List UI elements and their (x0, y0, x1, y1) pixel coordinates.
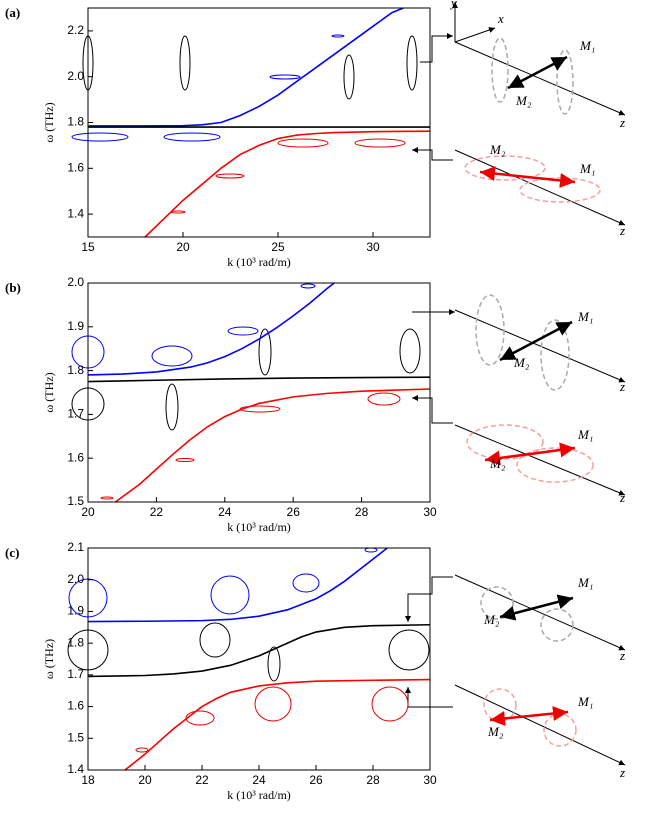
dispersion-curve (88, 283, 334, 375)
x-tick-label: 26 (287, 505, 301, 519)
y-tick-label: 1.4 (67, 762, 84, 776)
x-axis-label: k (10³ rad/m) (227, 520, 291, 534)
y-tick-label: 1.4 (67, 206, 84, 220)
schematic-label: M₂ (489, 142, 506, 157)
y-tick-label: 1.6 (67, 160, 84, 174)
x-tick-label: 30 (423, 505, 437, 519)
dispersion-curve (88, 8, 403, 126)
panel-label: (a) (5, 5, 20, 20)
x-tick-label: 22 (195, 773, 209, 787)
x-tick-label: 15 (81, 240, 95, 254)
y-tick-label: 1.6 (67, 450, 84, 464)
y-tick-label: 2.1 (67, 540, 84, 554)
schematic-label: z (619, 490, 625, 505)
schematic-label: y (449, 0, 457, 10)
schematic-label: M₁ (577, 694, 593, 709)
x-tick-label: 22 (150, 505, 164, 519)
y-tick-label: 2.0 (67, 572, 84, 586)
schematic-label: z (619, 379, 625, 394)
y-axis-label: ω (THz) (42, 102, 56, 142)
y-axis-label: ω (THz) (42, 639, 56, 679)
x-tick-label: 28 (366, 773, 380, 787)
y-tick-label: 2.0 (67, 69, 84, 83)
y-tick-label: 2.2 (67, 23, 84, 37)
schematic-label: M₁ (577, 309, 593, 324)
schematic-label: M₂ (513, 355, 530, 370)
y-tick-label: 2.0 (67, 275, 84, 289)
plot-frame (88, 283, 430, 502)
y-tick-label: 1.8 (67, 115, 84, 129)
x-axis-label: k (10³ rad/m) (227, 788, 291, 802)
schematic-label: M₂ (515, 93, 532, 108)
schematic-label: M₁ (577, 427, 593, 442)
x-tick-label: 30 (366, 240, 380, 254)
schematic-label: M₁ (579, 38, 595, 53)
dispersion-curve (88, 625, 430, 677)
x-tick-label: 30 (423, 773, 437, 787)
dispersion-curve (88, 377, 430, 381)
panel-label: (c) (5, 545, 19, 560)
schematics (68, 2, 625, 765)
x-tick-label: 24 (218, 505, 232, 519)
schematic-label: z (619, 115, 625, 130)
x-tick-label: 20 (176, 240, 190, 254)
x-tick-label: 26 (309, 773, 323, 787)
x-tick-label: 25 (271, 240, 285, 254)
y-tick-label: 1.9 (67, 319, 84, 333)
y-tick-label: 1.8 (67, 363, 84, 377)
y-tick-label: 1.5 (67, 494, 84, 508)
y-tick-label: 1.8 (67, 635, 84, 649)
x-axis-label: k (10³ rad/m) (227, 255, 291, 269)
x-tick-label: 28 (355, 505, 369, 519)
schematic-label: M₁ (577, 575, 593, 590)
x-tick-label: 24 (252, 773, 266, 787)
schematic-label: z (619, 648, 625, 663)
plot-frame (88, 8, 430, 237)
schematic-label: z (619, 223, 625, 238)
schematic-label: x (497, 11, 504, 26)
y-tick-label: 1.6 (67, 699, 84, 713)
y-tick-label: 1.5 (67, 730, 84, 744)
y-tick-label: 1.7 (67, 407, 84, 421)
schematic-label: M₁ (579, 161, 595, 176)
x-tick-label: 20 (138, 773, 152, 787)
figure: 15 20 25 30 1.4 1.6 1.8 2.0 2.2 k (10³ rad/m) ω (T… (0, 0, 649, 817)
schematic-label: M₂ (483, 612, 500, 627)
schematic-label: M₂ (487, 724, 504, 739)
dispersion-curve (88, 548, 387, 622)
panel-label: (b) (5, 280, 21, 295)
schematic-label: z (619, 765, 625, 780)
schematic-label: M₂ (489, 456, 506, 471)
plot-frame (88, 548, 430, 770)
y-axis-label: ω (THz) (42, 372, 56, 412)
dispersion-curve (125, 680, 430, 770)
y-tick-label: 1.7 (67, 667, 84, 681)
dispersion-curve (115, 389, 430, 502)
y-tick-label: 1.9 (67, 604, 84, 618)
